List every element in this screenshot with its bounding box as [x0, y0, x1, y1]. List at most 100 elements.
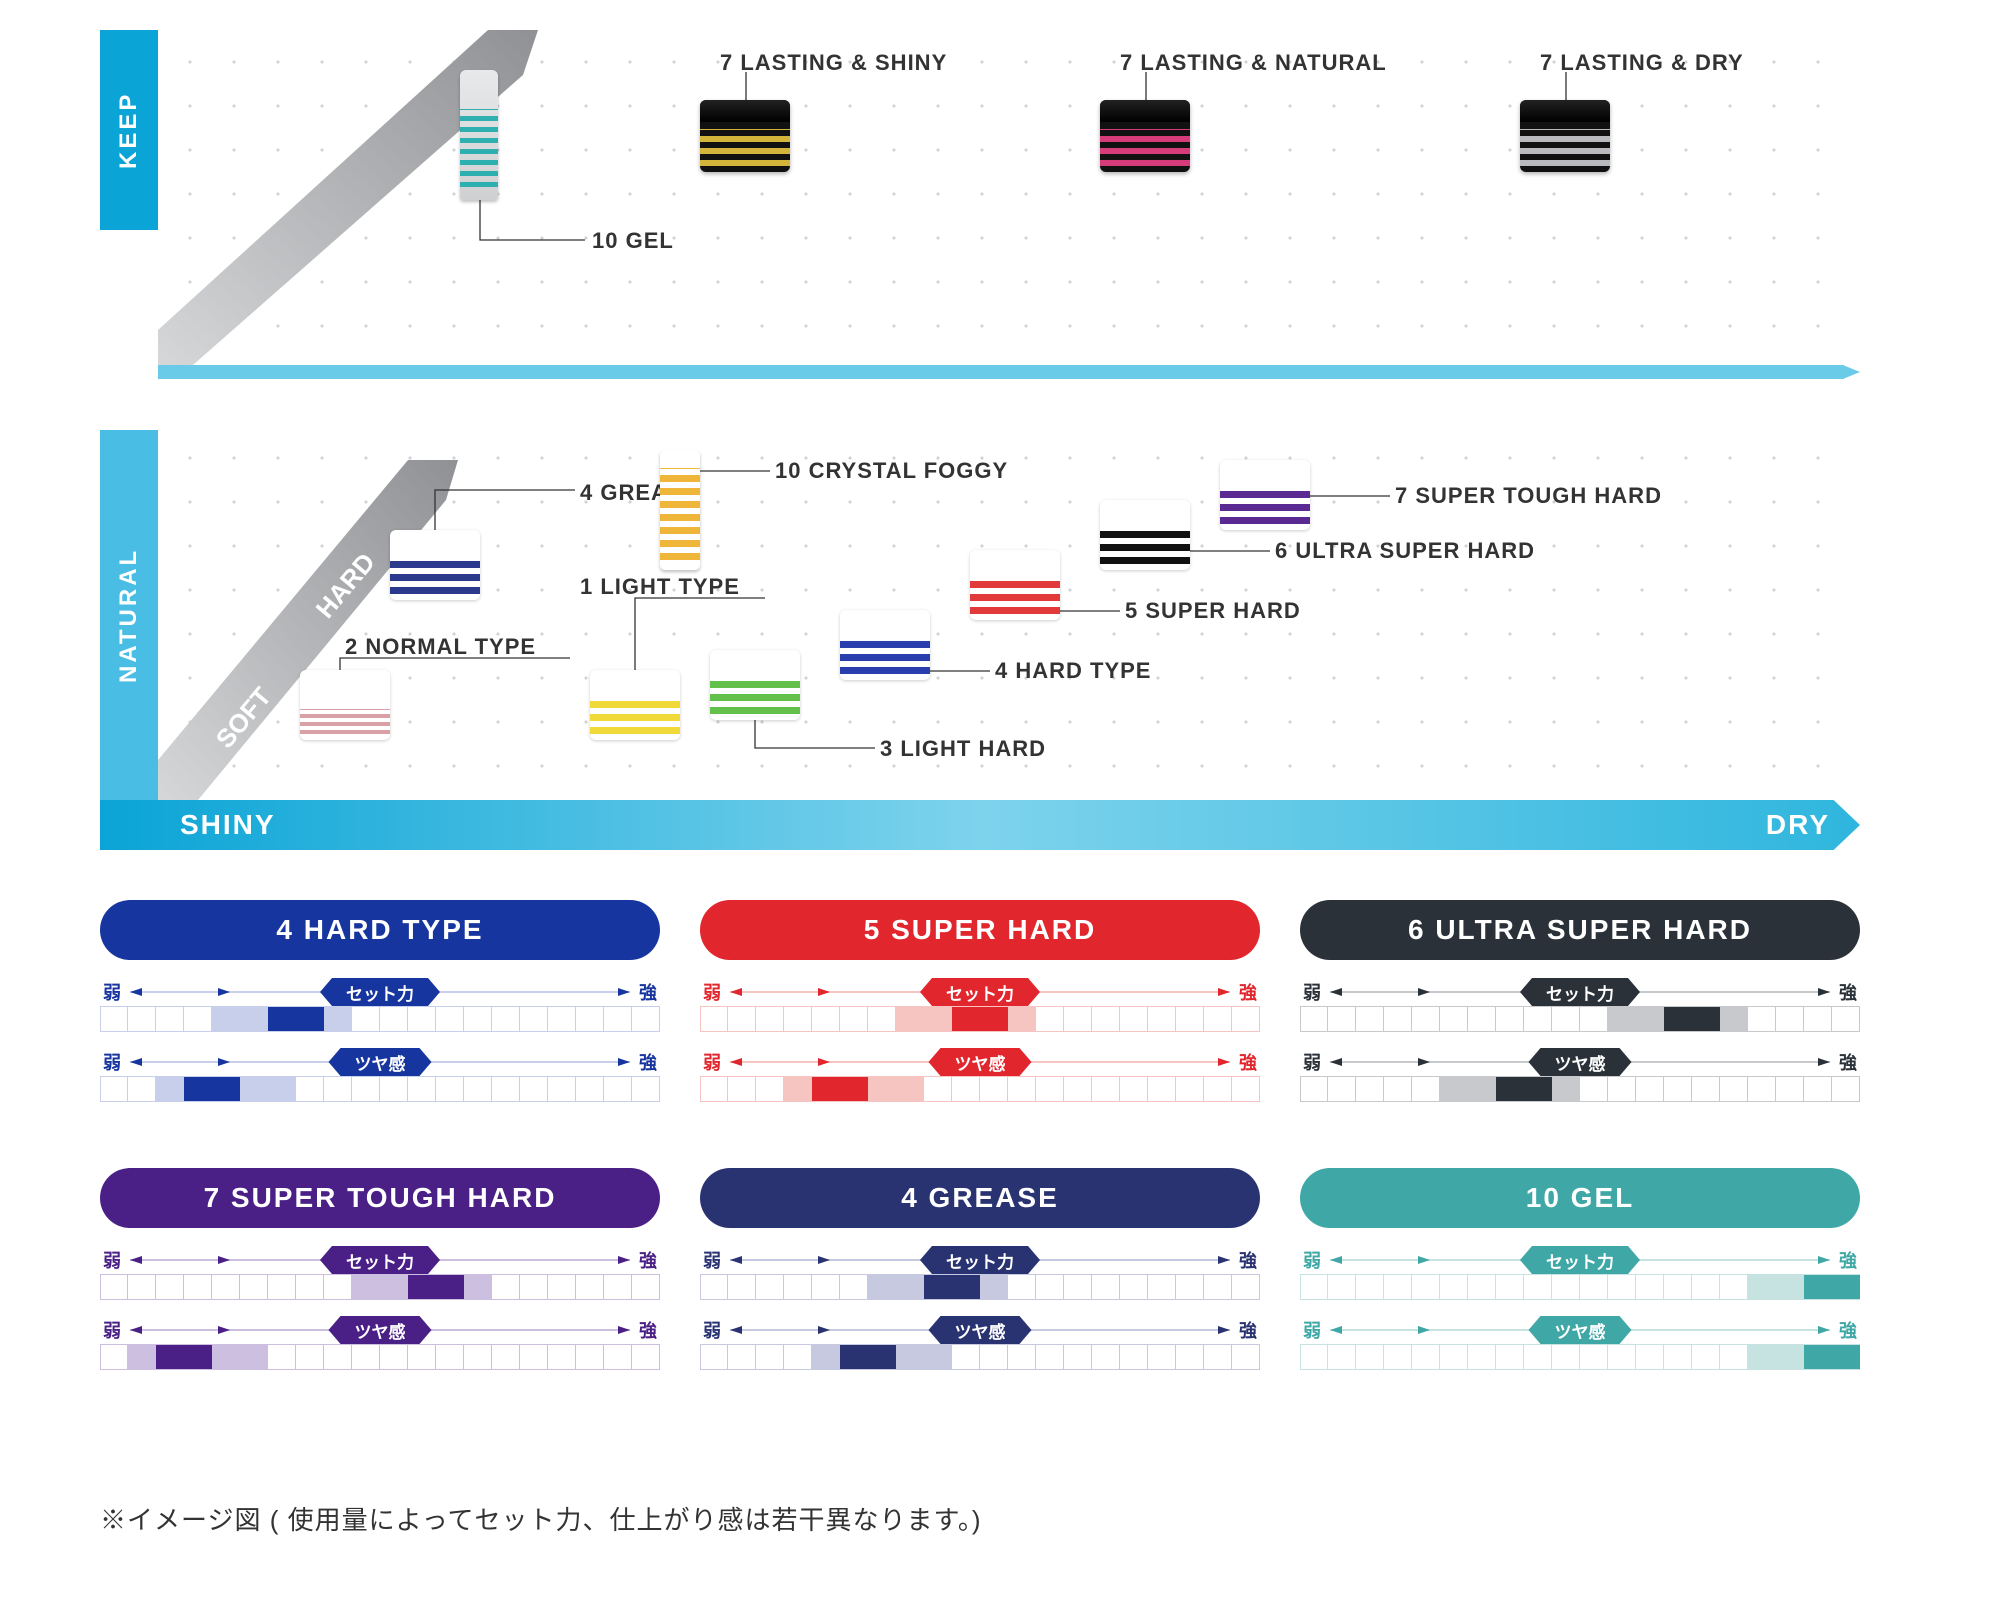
label-strong: 強 [1836, 979, 1860, 1005]
rating-bar [1300, 1274, 1860, 1300]
rating-tag: ツヤ感 [929, 1048, 1032, 1076]
rating-tag: セット力 [920, 1246, 1040, 1274]
label-gel10: 10 GEL [592, 228, 674, 254]
product-light1: 1 LIGHT TYPE [590, 670, 680, 740]
label-weak: 弱 [1300, 1049, 1324, 1075]
rating-card: 4 GREASE 弱 強 セット力 弱 [700, 1168, 1260, 1386]
product-grease4: 4 GREASE [390, 530, 480, 600]
label-weak: 弱 [700, 1317, 724, 1343]
rating-tag: ツヤ感 [329, 1316, 432, 1344]
rating-set: 弱 強 セット力 [1300, 1246, 1860, 1300]
rating-bar [1300, 1344, 1860, 1370]
label-foggy10: 10 CRYSTAL FOGGY [775, 458, 1008, 484]
rating-tag: ツヤ感 [1529, 1048, 1632, 1076]
rating-bar [100, 1006, 660, 1032]
label-strong: 強 [1236, 1317, 1260, 1343]
label-strong: 強 [636, 1317, 660, 1343]
product-foggy10: 10 CRYSTAL FOGGY [660, 450, 700, 570]
label-lasting-shiny: 7 LASTING & SHINY [720, 50, 947, 76]
label-weak: 弱 [1300, 1317, 1324, 1343]
card-title: 4 GREASE [700, 1168, 1260, 1228]
rating-tag: セット力 [1520, 978, 1640, 1006]
label-weak: 弱 [100, 1247, 124, 1273]
product-hard4: 4 HARD TYPE [840, 610, 930, 680]
rating-gloss: 弱 強 ツヤ感 [100, 1316, 660, 1370]
label-strong: 強 [1236, 1247, 1260, 1273]
label-super5: 5 SUPER HARD [1125, 598, 1301, 624]
rating-bar [700, 1006, 1260, 1032]
rating-card: 10 GEL 弱 強 セット力 弱 [1300, 1168, 1860, 1386]
y-axis-keep: KEEP [100, 30, 158, 230]
card-title: 5 SUPER HARD [700, 900, 1260, 960]
rating-bar [700, 1344, 1260, 1370]
rating-bar [100, 1344, 660, 1370]
product-super5: 5 SUPER HARD [970, 550, 1060, 620]
rating-card: 7 SUPER TOUGH HARD 弱 強 セット力 弱 [100, 1168, 660, 1386]
card-title: 4 HARD TYPE [100, 900, 660, 960]
mid-divider [158, 365, 1860, 379]
label-strong: 強 [1836, 1049, 1860, 1075]
rating-tag: セット力 [920, 978, 1040, 1006]
label-normal2: 2 NORMAL TYPE [345, 634, 536, 660]
rating-set: 弱 強 セット力 [700, 1246, 1260, 1300]
card-title: 7 SUPER TOUGH HARD [100, 1168, 660, 1228]
rating-set: 弱 強 セット力 [700, 978, 1260, 1032]
product-ultra6: 6 ULTRA SUPER HARD [1100, 500, 1190, 570]
product-matrix: KEEP NATURAL SHINY DRY SOFT HARD 10 GEL … [100, 30, 1860, 830]
rating-tag: セット力 [1520, 1246, 1640, 1274]
label-weak: 弱 [700, 1247, 724, 1273]
card-title: 10 GEL [1300, 1168, 1860, 1228]
label-lasting-natural: 7 LASTING & NATURAL [1120, 50, 1387, 76]
product-gel10: 10 GEL [460, 70, 498, 200]
product-normal2: 2 NORMAL TYPE [300, 670, 390, 740]
label-hard4: 4 HARD TYPE [995, 658, 1151, 684]
label-tough7: 7 SUPER TOUGH HARD [1395, 483, 1662, 509]
rating-card: 5 SUPER HARD 弱 強 セット力 弱 [700, 900, 1260, 1118]
label-strong: 強 [636, 1049, 660, 1075]
rating-set: 弱 強 セット力 [100, 978, 660, 1032]
product-lasting-dry: 7 LASTING & DRY [1520, 100, 1610, 172]
label-strong: 強 [1836, 1317, 1860, 1343]
label-weak: 弱 [100, 979, 124, 1005]
rating-cards: 4 HARD TYPE 弱 強 セット力 弱 [100, 900, 1860, 1386]
rating-tag: ツヤ感 [329, 1048, 432, 1076]
rating-bar [1300, 1076, 1860, 1102]
label-weak: 弱 [1300, 979, 1324, 1005]
y-axis-natural: NATURAL [100, 430, 158, 800]
card-title: 6 ULTRA SUPER HARD [1300, 900, 1860, 960]
rating-tag: ツヤ感 [1529, 1316, 1632, 1344]
diag-arrow-natural: SOFT HARD [158, 430, 458, 800]
rating-bar [700, 1274, 1260, 1300]
label-ultra6: 6 ULTRA SUPER HARD [1275, 538, 1535, 564]
label-weak: 弱 [100, 1317, 124, 1343]
rating-gloss: 弱 強 ツヤ感 [700, 1048, 1260, 1102]
rating-tag: セット力 [320, 1246, 440, 1274]
rating-gloss: 弱 強 ツヤ感 [700, 1316, 1260, 1370]
rating-bar [100, 1076, 660, 1102]
rating-gloss: 弱 強 ツヤ感 [1300, 1048, 1860, 1102]
x-axis-dry: DRY [1766, 809, 1830, 841]
label-weak: 弱 [700, 1049, 724, 1075]
product-lhard3: 3 LIGHT HARD [710, 650, 800, 720]
rating-bar [1300, 1006, 1860, 1032]
label-strong: 強 [636, 1247, 660, 1273]
rating-gloss: 弱 強 ツヤ感 [100, 1048, 660, 1102]
rating-bar [700, 1076, 1260, 1102]
label-weak: 弱 [1300, 1247, 1324, 1273]
product-tough7: 7 SUPER TOUGH HARD [1220, 460, 1310, 530]
label-weak: 弱 [700, 979, 724, 1005]
rating-tag: ツヤ感 [929, 1316, 1032, 1344]
product-lasting-natural: 7 LASTING & NATURAL [1100, 100, 1190, 172]
rating-card: 4 HARD TYPE 弱 強 セット力 弱 [100, 900, 660, 1118]
label-strong: 強 [636, 979, 660, 1005]
rating-card: 6 ULTRA SUPER HARD 弱 強 セット力 弱 [1300, 900, 1860, 1118]
x-axis: SHINY DRY [100, 800, 1860, 850]
x-axis-shiny: SHINY [180, 809, 276, 841]
rating-tag: セット力 [320, 978, 440, 1006]
label-lasting-dry: 7 LASTING & DRY [1540, 50, 1744, 76]
label-weak: 弱 [100, 1049, 124, 1075]
label-light1: 1 LIGHT TYPE [580, 574, 740, 600]
label-strong: 強 [1836, 1247, 1860, 1273]
rating-set: 弱 強 セット力 [1300, 978, 1860, 1032]
footnote: ※イメージ図 ( 使用量によってセット力、仕上がり感は若干異なります。) [100, 1500, 982, 1537]
